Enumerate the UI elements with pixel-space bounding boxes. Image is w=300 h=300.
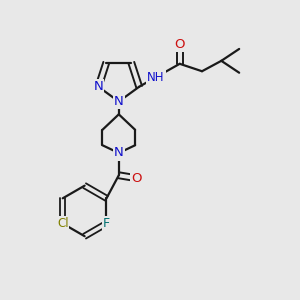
Text: N: N bbox=[114, 146, 124, 160]
Text: O: O bbox=[175, 38, 185, 51]
Text: O: O bbox=[131, 172, 142, 185]
Text: N: N bbox=[114, 95, 124, 108]
Text: N: N bbox=[94, 80, 103, 93]
Text: NH: NH bbox=[147, 71, 165, 84]
Text: F: F bbox=[103, 217, 110, 230]
Text: Cl: Cl bbox=[57, 217, 68, 230]
